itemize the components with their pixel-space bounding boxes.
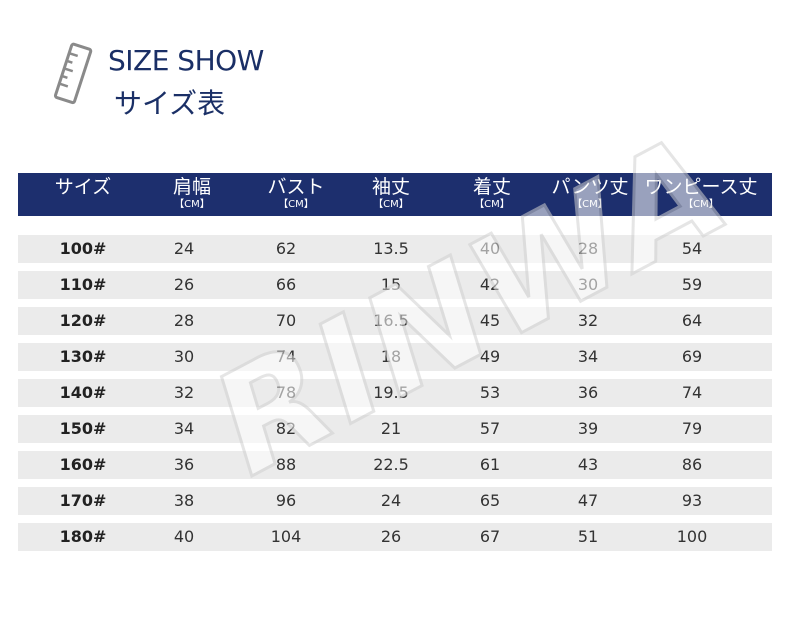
length-cell: 45 <box>479 311 501 330</box>
header-unit: 【CM】 <box>572 199 608 210</box>
size-cell: 180# <box>59 527 107 546</box>
dress-length-cell: 79 <box>681 419 703 438</box>
length-cell: 65 <box>479 491 501 510</box>
bust-cell: 78 <box>275 383 297 402</box>
bust-cell: 62 <box>275 239 297 258</box>
table-row: 150# 34 82 21 57 39 79 <box>18 415 772 443</box>
watermark-text: RINWA <box>189 103 755 507</box>
sleeve-cell: 19.5 <box>373 383 409 402</box>
length-cell: 49 <box>479 347 501 366</box>
header-label: サイズ <box>54 176 112 198</box>
table-row: 170# 38 96 24 65 47 93 <box>18 487 772 515</box>
header-label: 肩幅 <box>172 176 211 198</box>
header-unit: 【CM】 <box>174 199 210 210</box>
table-row: 180# 40 104 26 67 51 100 <box>18 523 772 551</box>
header-unit: 【CM】 <box>278 199 314 210</box>
size-cell: 100# <box>59 239 107 258</box>
shoulder-cell: 26 <box>173 275 195 294</box>
shoulder-cell: 28 <box>173 311 195 330</box>
sleeve-cell: 21 <box>380 419 402 438</box>
dress-length-cell: 100 <box>676 527 708 546</box>
sleeve-cell: 22.5 <box>373 455 409 474</box>
dress-length-cell: 74 <box>681 383 703 402</box>
header-sleeve: 袖丈 【CM】 <box>353 173 429 216</box>
header-label: パンツ丈 <box>551 176 629 198</box>
sleeve-cell: 26 <box>380 527 402 546</box>
header-shoulder: 肩幅 【CM】 <box>154 173 230 216</box>
header-unit: 【CM】 <box>683 199 719 210</box>
size-cell: 160# <box>59 455 107 474</box>
sleeve-cell: 13.5 <box>373 239 409 258</box>
length-cell: 53 <box>479 383 501 402</box>
header-bust: バスト 【CM】 <box>258 173 334 216</box>
length-cell: 40 <box>479 239 501 258</box>
title-ja: サイズ表 <box>114 87 226 120</box>
bust-cell: 74 <box>275 347 297 366</box>
table-header: サイズ 肩幅 【CM】 バスト 【CM】 袖丈 【CM】 着丈 【CM】 パンツ… <box>18 173 772 216</box>
bust-cell: 70 <box>275 311 297 330</box>
shoulder-cell: 30 <box>173 347 195 366</box>
dress-length-cell: 54 <box>681 239 703 258</box>
bust-cell: 104 <box>270 527 302 546</box>
header-label: 着丈 <box>472 176 511 198</box>
dress-length-cell: 93 <box>681 491 703 510</box>
table-row: 110# 26 66 15 42 30 59 <box>18 271 772 299</box>
dress-length-cell: 86 <box>681 455 703 474</box>
dress-length-cell: 64 <box>681 311 703 330</box>
size-cell: 150# <box>59 419 107 438</box>
title-en: SIZE SHOW <box>108 44 264 77</box>
table-row: 160# 36 88 22.5 61 43 86 <box>18 451 772 479</box>
pants-length-cell: 30 <box>577 275 599 294</box>
header-label: バスト <box>267 176 325 198</box>
pants-length-cell: 39 <box>577 419 599 438</box>
sleeve-cell: 18 <box>380 347 402 366</box>
shoulder-cell: 40 <box>173 527 195 546</box>
header-length: 着丈 【CM】 <box>454 173 530 216</box>
length-cell: 67 <box>479 527 501 546</box>
pants-length-cell: 43 <box>577 455 599 474</box>
dress-length-cell: 69 <box>681 347 703 366</box>
table-row: 120# 28 70 16.5 45 32 64 <box>18 307 772 335</box>
size-cell: 130# <box>59 347 107 366</box>
length-cell: 61 <box>479 455 501 474</box>
ruler-icon <box>53 42 93 105</box>
shoulder-cell: 38 <box>173 491 195 510</box>
pants-length-cell: 32 <box>577 311 599 330</box>
sleeve-cell: 24 <box>380 491 402 510</box>
shoulder-cell: 34 <box>173 419 195 438</box>
header-dress-length: ワンピース丈 【CM】 <box>636 173 766 216</box>
shoulder-cell: 24 <box>173 239 195 258</box>
header-pants-length: パンツ丈 【CM】 <box>538 173 642 216</box>
pants-length-cell: 47 <box>577 491 599 510</box>
table-row: 130# 30 74 18 49 34 69 <box>18 343 772 371</box>
sleeve-cell: 16.5 <box>373 311 409 330</box>
header-label: 袖丈 <box>371 176 410 198</box>
size-cell: 170# <box>59 491 107 510</box>
bust-cell: 82 <box>275 419 297 438</box>
size-cell: 110# <box>59 275 107 294</box>
pants-length-cell: 51 <box>577 527 599 546</box>
header-unit: 【CM】 <box>373 199 409 210</box>
header-size: サイズ <box>46 173 120 216</box>
header-label: ワンピース丈 <box>644 176 758 198</box>
pants-length-cell: 34 <box>577 347 599 366</box>
bust-cell: 88 <box>275 455 297 474</box>
header-unit: 【CM】 <box>474 199 510 210</box>
shoulder-cell: 32 <box>173 383 195 402</box>
bust-cell: 96 <box>275 491 297 510</box>
table-row: 140# 32 78 19.5 53 36 74 <box>18 379 772 407</box>
bust-cell: 66 <box>275 275 297 294</box>
length-cell: 57 <box>479 419 501 438</box>
size-cell: 120# <box>59 311 107 330</box>
sleeve-cell: 15 <box>380 275 402 294</box>
pants-length-cell: 36 <box>577 383 599 402</box>
length-cell: 42 <box>479 275 501 294</box>
pants-length-cell: 28 <box>577 239 599 258</box>
table-row: 100# 24 62 13.5 40 28 54 <box>18 235 772 263</box>
shoulder-cell: 36 <box>173 455 195 474</box>
size-cell: 140# <box>59 383 107 402</box>
dress-length-cell: 59 <box>681 275 703 294</box>
